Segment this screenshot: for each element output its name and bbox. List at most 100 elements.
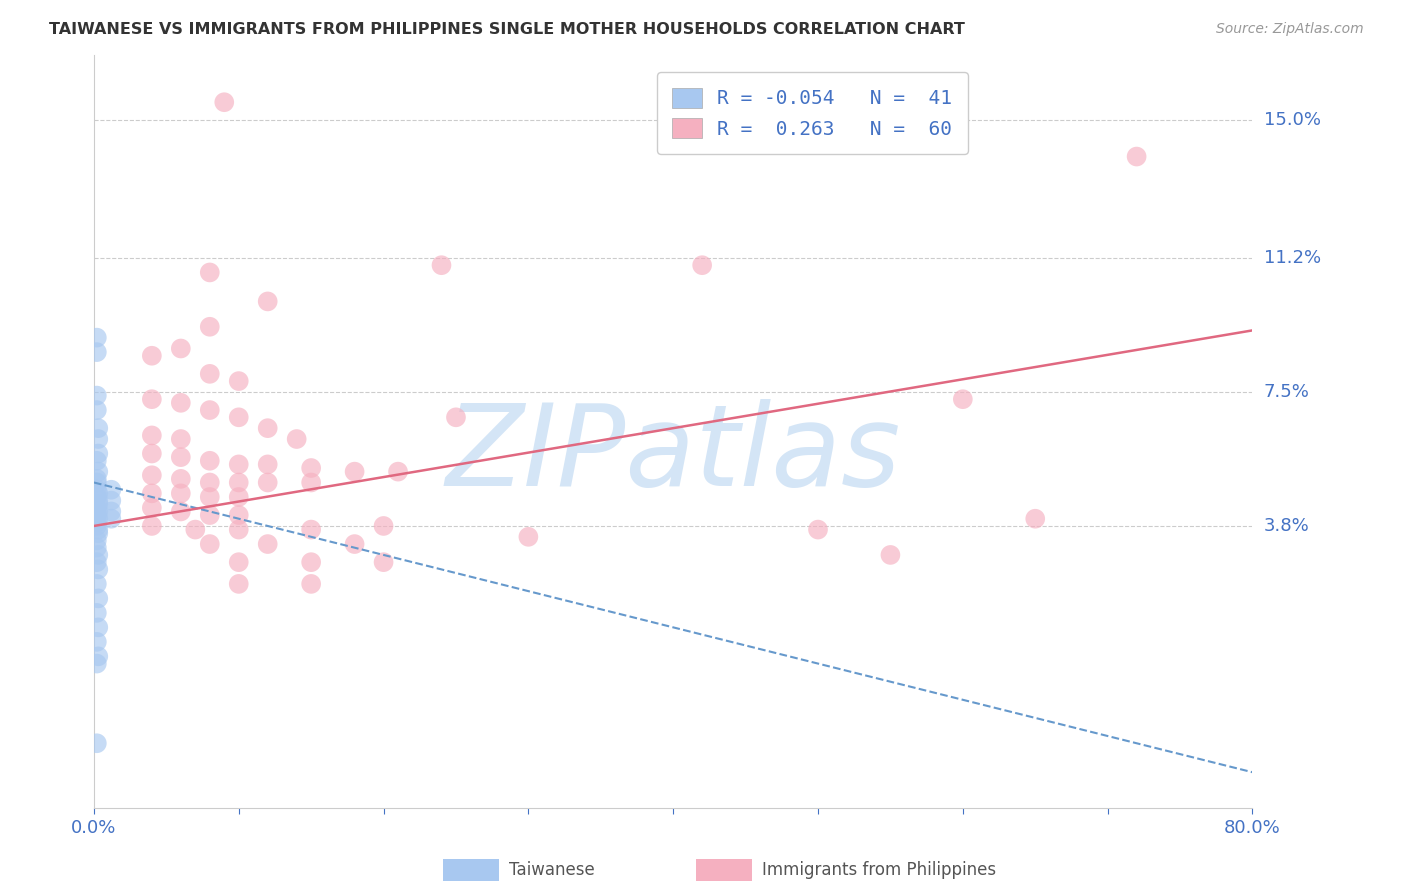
- Point: [228, 374, 250, 388]
- Point: [100, 483, 122, 497]
- Point: [87, 446, 110, 460]
- Point: [228, 475, 250, 490]
- Point: [952, 392, 974, 407]
- Point: [100, 512, 122, 526]
- Text: Taiwanese: Taiwanese: [509, 861, 595, 879]
- Point: [373, 519, 395, 533]
- Point: [86, 657, 108, 671]
- Point: [1024, 512, 1046, 526]
- Point: [170, 396, 193, 410]
- Point: [87, 512, 110, 526]
- Point: [87, 432, 110, 446]
- Point: [170, 432, 193, 446]
- Point: [299, 523, 322, 537]
- Point: [141, 519, 163, 533]
- Point: [86, 483, 108, 497]
- Point: [256, 421, 278, 435]
- Point: [807, 523, 830, 537]
- Point: [228, 490, 250, 504]
- Point: [256, 537, 278, 551]
- Point: [86, 516, 108, 530]
- Point: [86, 475, 108, 490]
- Point: [430, 258, 453, 272]
- Point: [228, 458, 250, 472]
- Text: 3.8%: 3.8%: [1264, 517, 1309, 535]
- Point: [141, 468, 163, 483]
- Point: [141, 486, 163, 500]
- Point: [86, 345, 108, 359]
- Point: [86, 635, 108, 649]
- Point: [87, 548, 110, 562]
- Text: ZIPatlas: ZIPatlas: [446, 399, 901, 510]
- Point: [87, 526, 110, 541]
- Point: [198, 454, 221, 468]
- Point: [228, 410, 250, 425]
- Point: [87, 497, 110, 511]
- Point: [373, 555, 395, 569]
- Point: [517, 530, 540, 544]
- Text: 7.5%: 7.5%: [1264, 383, 1309, 401]
- Point: [86, 555, 108, 569]
- Point: [86, 736, 108, 750]
- Point: [86, 533, 108, 548]
- Point: [228, 577, 250, 591]
- Point: [86, 577, 108, 591]
- Point: [879, 548, 901, 562]
- Point: [141, 446, 163, 460]
- Text: 11.2%: 11.2%: [1264, 249, 1320, 267]
- Point: [198, 319, 221, 334]
- Point: [1125, 150, 1147, 164]
- Point: [387, 465, 409, 479]
- Point: [87, 421, 110, 435]
- Point: [299, 555, 322, 569]
- Point: [86, 403, 108, 417]
- Point: [170, 504, 193, 518]
- Point: [198, 403, 221, 417]
- Point: [170, 486, 193, 500]
- Point: [87, 620, 110, 634]
- Point: [87, 591, 110, 606]
- Point: [87, 562, 110, 576]
- Point: [170, 342, 193, 356]
- Point: [299, 475, 322, 490]
- Point: [86, 541, 108, 555]
- Point: [87, 493, 110, 508]
- Text: Immigrants from Philippines: Immigrants from Philippines: [762, 861, 997, 879]
- Point: [228, 508, 250, 522]
- Point: [86, 500, 108, 515]
- Point: [214, 95, 236, 110]
- Point: [256, 458, 278, 472]
- Point: [198, 490, 221, 504]
- Point: [198, 475, 221, 490]
- Point: [343, 465, 366, 479]
- Point: [228, 555, 250, 569]
- Point: [141, 500, 163, 515]
- Point: [256, 475, 278, 490]
- Point: [299, 461, 322, 475]
- Point: [87, 523, 110, 537]
- Text: Source: ZipAtlas.com: Source: ZipAtlas.com: [1216, 22, 1364, 37]
- Text: 15.0%: 15.0%: [1264, 112, 1320, 129]
- Legend: R = -0.054   N =  41, R =  0.263   N =  60: R = -0.054 N = 41, R = 0.263 N = 60: [657, 72, 967, 154]
- Point: [198, 508, 221, 522]
- Point: [87, 649, 110, 664]
- Point: [198, 537, 221, 551]
- Point: [256, 294, 278, 309]
- Point: [86, 388, 108, 402]
- Point: [100, 493, 122, 508]
- Point: [86, 508, 108, 522]
- Point: [100, 504, 122, 518]
- Point: [198, 367, 221, 381]
- Point: [141, 428, 163, 442]
- Point: [184, 523, 207, 537]
- Point: [86, 331, 108, 345]
- Point: [87, 465, 110, 479]
- Point: [87, 504, 110, 518]
- Point: [86, 519, 108, 533]
- Point: [170, 450, 193, 464]
- Point: [299, 577, 322, 591]
- Point: [444, 410, 467, 425]
- Point: [198, 265, 221, 279]
- Point: [228, 523, 250, 537]
- Point: [141, 392, 163, 407]
